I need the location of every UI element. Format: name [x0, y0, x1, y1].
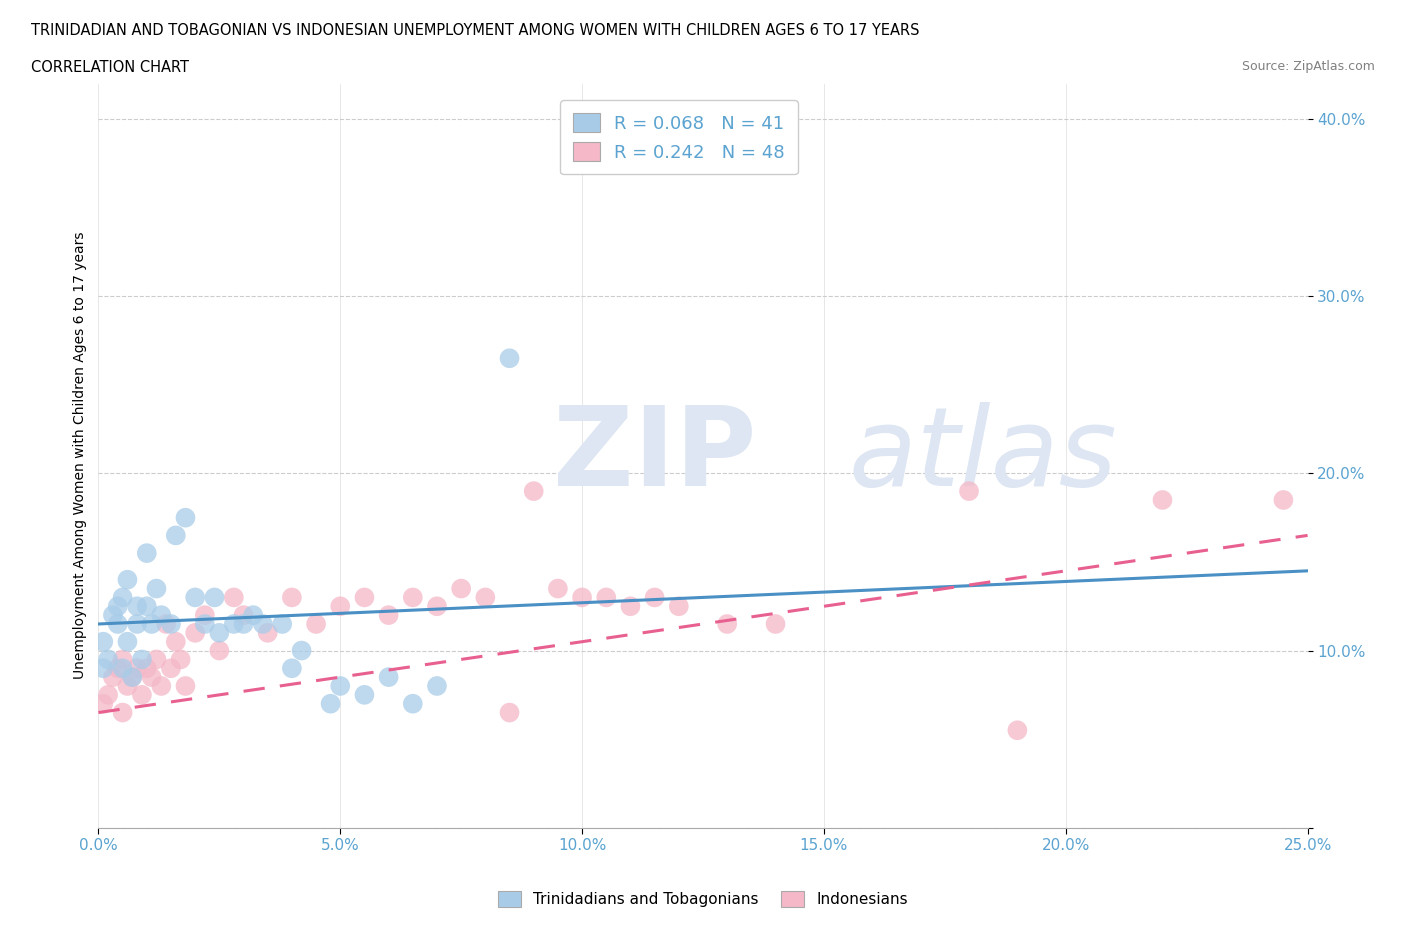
Point: [208, 644, 231, 658]
Point: [169, 652, 191, 667]
Point: [117, 634, 139, 649]
Point: [523, 484, 546, 498]
Point: [1007, 723, 1029, 737]
Point: [165, 528, 187, 543]
Point: [165, 634, 187, 649]
Point: [117, 572, 139, 587]
Point: [101, 607, 124, 622]
Point: [256, 625, 278, 640]
Point: [111, 590, 134, 604]
Point: [232, 617, 254, 631]
Point: [619, 599, 641, 614]
Point: [716, 617, 738, 631]
Point: [353, 590, 375, 604]
Point: [135, 599, 157, 614]
Point: [174, 511, 197, 525]
Point: [377, 607, 399, 622]
Point: [107, 617, 129, 631]
Legend: Trinidadians and Tobagonians, Indonesians: Trinidadians and Tobagonians, Indonesian…: [492, 884, 914, 913]
Point: [377, 670, 399, 684]
Point: [194, 607, 217, 622]
Text: atlas: atlas: [848, 402, 1116, 510]
Point: [765, 617, 787, 631]
Point: [232, 607, 254, 622]
Point: [281, 661, 304, 676]
Point: [450, 581, 472, 596]
Point: [160, 617, 183, 631]
Point: [242, 607, 264, 622]
Point: [271, 617, 294, 631]
Point: [353, 687, 375, 702]
Point: [184, 625, 207, 640]
Point: [127, 617, 149, 631]
Point: [426, 599, 449, 614]
Point: [150, 679, 173, 694]
Point: [319, 697, 342, 711]
Point: [141, 617, 163, 631]
Y-axis label: Unemployment Among Women with Children Ages 6 to 17 years: Unemployment Among Women with Children A…: [73, 232, 87, 680]
Point: [474, 590, 496, 604]
Point: [204, 590, 226, 604]
Point: [329, 679, 352, 694]
Point: [135, 546, 157, 561]
Point: [222, 617, 245, 631]
Point: [547, 581, 569, 596]
Point: [571, 590, 593, 604]
Point: [402, 697, 425, 711]
Point: [145, 652, 167, 667]
Point: [97, 652, 120, 667]
Point: [498, 351, 520, 365]
Point: [111, 705, 134, 720]
Point: [145, 581, 167, 596]
Point: [208, 625, 231, 640]
Point: [644, 156, 666, 171]
Point: [131, 652, 153, 667]
Point: [131, 687, 153, 702]
Point: [141, 670, 163, 684]
Point: [111, 661, 134, 676]
Point: [107, 661, 129, 676]
Point: [1152, 493, 1174, 508]
Point: [107, 599, 129, 614]
Point: [174, 679, 197, 694]
Point: [91, 697, 114, 711]
Point: [644, 590, 666, 604]
Point: [290, 644, 312, 658]
Point: [402, 590, 425, 604]
Point: [498, 705, 520, 720]
Point: [281, 590, 304, 604]
Point: [91, 634, 114, 649]
Text: ZIP: ZIP: [553, 402, 756, 510]
Text: CORRELATION CHART: CORRELATION CHART: [31, 60, 188, 75]
Point: [1272, 493, 1295, 508]
Point: [252, 617, 274, 631]
Point: [135, 661, 157, 676]
Text: TRINIDADIAN AND TOBAGONIAN VS INDONESIAN UNEMPLOYMENT AMONG WOMEN WITH CHILDREN : TRINIDADIAN AND TOBAGONIAN VS INDONESIAN…: [31, 23, 920, 38]
Point: [121, 670, 143, 684]
Point: [426, 679, 449, 694]
Point: [91, 661, 114, 676]
Point: [957, 484, 980, 498]
Point: [184, 590, 207, 604]
Point: [329, 599, 352, 614]
Point: [595, 590, 617, 604]
Point: [150, 607, 173, 622]
Point: [121, 670, 143, 684]
Point: [668, 599, 690, 614]
Point: [101, 670, 124, 684]
Text: Source: ZipAtlas.com: Source: ZipAtlas.com: [1241, 60, 1375, 73]
Point: [117, 679, 139, 694]
Point: [305, 617, 328, 631]
Point: [127, 599, 149, 614]
Legend: R = 0.068   N = 41, R = 0.242   N = 48: R = 0.068 N = 41, R = 0.242 N = 48: [560, 100, 797, 174]
Point: [222, 590, 245, 604]
Point: [127, 661, 149, 676]
Point: [194, 617, 217, 631]
Point: [111, 652, 134, 667]
Point: [97, 687, 120, 702]
Point: [155, 617, 177, 631]
Point: [160, 661, 183, 676]
